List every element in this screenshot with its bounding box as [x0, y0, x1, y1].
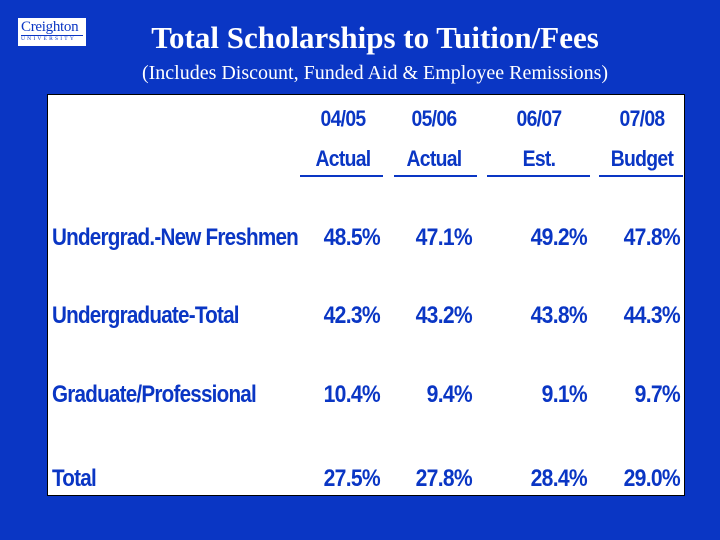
column-header-rule — [599, 175, 683, 177]
row-label-graduate-professional: Graduate/Professional — [52, 381, 257, 408]
column-header-0607: 06/07 Est. — [499, 107, 578, 171]
table-cell: 48.5% — [323, 224, 381, 251]
slide-title: Total Scholarships to Tuition/Fees — [151, 20, 599, 55]
table-cell: 10.4% — [323, 381, 381, 408]
column-header-rule — [300, 175, 383, 177]
column-header-type: Est. — [522, 146, 556, 171]
table-cell: 47.1% — [415, 224, 473, 251]
slide-subtitle: (Includes Discount, Funded Aid & Employe… — [141, 62, 609, 84]
column-header-type: Actual — [406, 146, 463, 171]
row-label-undergraduate-total: Undergraduate-Total — [52, 302, 240, 329]
logo-wordmark: Creighton — [21, 19, 79, 35]
table-cell: 27.8% — [415, 465, 473, 492]
scholarship-table: 04/05 Actual 05/06 Actual 06/07 Est. 07/… — [47, 94, 685, 496]
column-header-rule — [487, 175, 590, 177]
column-header-0708: 07/08 Budget — [602, 107, 681, 171]
column-header-year: 05/06 — [411, 106, 458, 131]
table-cell: 43.2% — [415, 302, 473, 329]
logo-divider — [21, 35, 83, 36]
row-label-new-freshmen: Undergrad.-New Freshmen — [52, 224, 299, 251]
table-cell: 27.5% — [323, 465, 381, 492]
table-cell: 43.8% — [530, 302, 588, 329]
row-label-total: Total — [52, 465, 97, 492]
table-cell: 44.3% — [623, 302, 681, 329]
table-cell: 42.3% — [323, 302, 381, 329]
table-cell: 47.8% — [623, 224, 681, 251]
university-logo: Creighton UNIVERSITY — [18, 18, 86, 46]
table-cell: 28.4% — [530, 465, 588, 492]
column-header-year: 06/07 — [516, 106, 563, 131]
logo-subline: UNIVERSITY — [21, 36, 76, 42]
column-header-year: 07/08 — [619, 106, 666, 131]
column-header-rule — [394, 175, 477, 177]
table-cell: 49.2% — [530, 224, 588, 251]
table-cell: 29.0% — [623, 465, 681, 492]
column-header-type: Actual — [315, 146, 372, 171]
column-header-type: Budget — [610, 146, 674, 171]
table-cell: 9.7% — [634, 381, 681, 408]
column-header-year: 04/05 — [320, 106, 367, 131]
table-cell: 9.4% — [426, 381, 473, 408]
column-header-0506: 05/06 Actual — [394, 107, 473, 171]
column-header-0405: 04/05 Actual — [303, 107, 382, 171]
table-cell: 9.1% — [541, 381, 588, 408]
